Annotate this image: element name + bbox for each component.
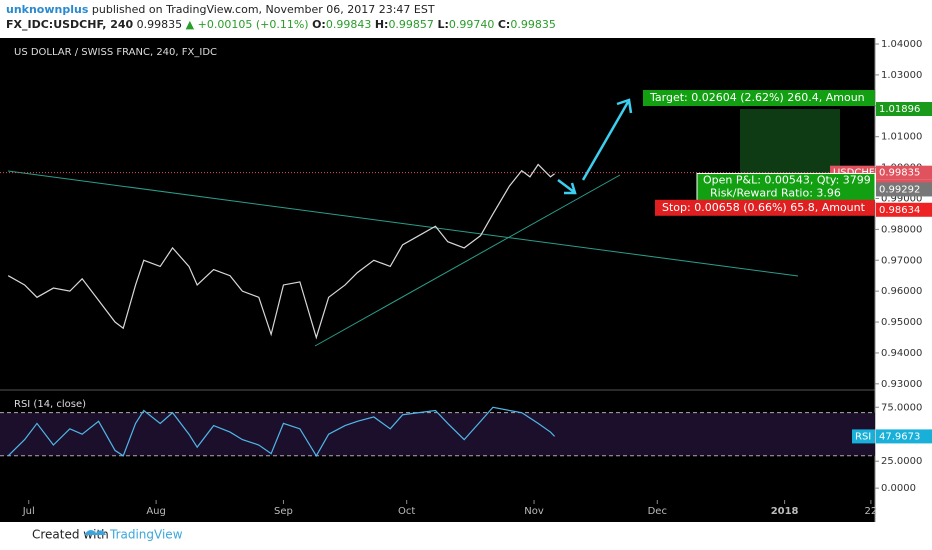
ohlc-label: O: [312,18,326,31]
y-tick-label: 1.03000 [881,70,922,81]
y-tick-label: 0.93000 [881,379,922,390]
brand[interactable]: TradingView [109,528,183,542]
rsi-name: RSI [855,431,871,442]
x-tick-label: 22 [865,506,878,517]
target-label-bg [643,90,875,107]
header-line: FX_IDC:USDCHF, 240 0.99835 ▲ +0.00105 (+… [6,17,556,32]
pnl-label-bg [696,172,876,202]
rsi-band-fill [0,412,875,456]
ohlc-label: L: [437,18,449,31]
y-tick-label: 0.94000 [881,348,922,359]
series-line [7,163,555,340]
last: 0.99835 [136,18,183,31]
y-tick-label: 0.98000 [881,224,922,235]
last-price-bg [876,165,932,180]
stop-label: Stop: 0.00658 (0.66%) 65.8, Amount [662,201,866,214]
x-tick-label: Sep [274,506,293,517]
series-line [7,406,556,457]
published: published on TradingView.com, November 0… [91,3,435,16]
y-tick-label: 25.0000 [881,456,922,467]
trend-line [314,174,621,347]
y-tick-label: 0.95000 [881,317,922,328]
header: unknownplus published on TradingView.com… [6,2,556,32]
logo [84,529,106,535]
y-tick-label: 0.97000 [881,255,922,266]
pnl-label: Open P&L: 0.00543, Qty: 3799 [703,173,871,186]
change: ▲ +0.00105 (+0.11%) [185,18,309,31]
trend-line [7,170,799,277]
y-tick-label: 0.0000 [881,483,916,494]
y-tick-label: 0.99000 [881,193,922,204]
rsi-title: RSI (14, close) [14,399,86,410]
entry-price-bg [876,182,932,197]
x-tick-label: Dec [648,506,667,517]
chart-title: US DOLLAR / SWISS FRANC, 240, FX_IDC [14,47,217,58]
stop-price: 0.98634 [879,205,920,216]
ohlc-value: 0.99857 [388,18,434,31]
arrow [557,179,577,195]
ohlc-label: C: [497,18,511,31]
stop-price-bg [876,202,932,217]
arrow-head [616,98,633,114]
stop-label-bg [655,199,875,216]
header-line: unknownplus published on TradingView.com… [6,2,556,17]
x-tick-label: 2018 [771,506,799,517]
x-tick-label: Nov [524,506,544,517]
symbol: FX_IDC:USDCHF, 240 [6,18,134,31]
x-tick-label: Jul [22,506,35,517]
rr-label: Risk/Reward Ratio: 3.96 [710,186,841,199]
rsi-last-bg [876,429,932,444]
target-price: 1.01896 [879,104,920,115]
entry-price: 0.99292 [879,184,920,195]
last-price: 0.99835 [879,168,920,179]
author[interactable]: unknownplus [6,3,89,16]
rsi-name-bg [852,429,875,444]
arrow [581,101,630,181]
target-label: Target: 0.02604 (2.62%) 260.4, Amoun [649,91,865,104]
ohlc-value: 0.99835 [510,18,556,31]
target-price-bg [876,102,932,117]
ohlc-label: H: [374,18,389,31]
rsi-last: 47.9673 [879,431,920,442]
x-tick-label: Aug [146,506,166,517]
y-tick-label: 75.0000 [881,402,922,413]
x-tick-label: Oct [398,506,415,517]
ohlc-value: 0.99740 [448,18,495,31]
y-tick-label: 0.96000 [881,286,922,297]
ohlc-value: 0.99843 [325,18,372,31]
y-tick-label: 1.01000 [881,132,922,143]
y-tick-label: 1.04000 [881,39,922,50]
